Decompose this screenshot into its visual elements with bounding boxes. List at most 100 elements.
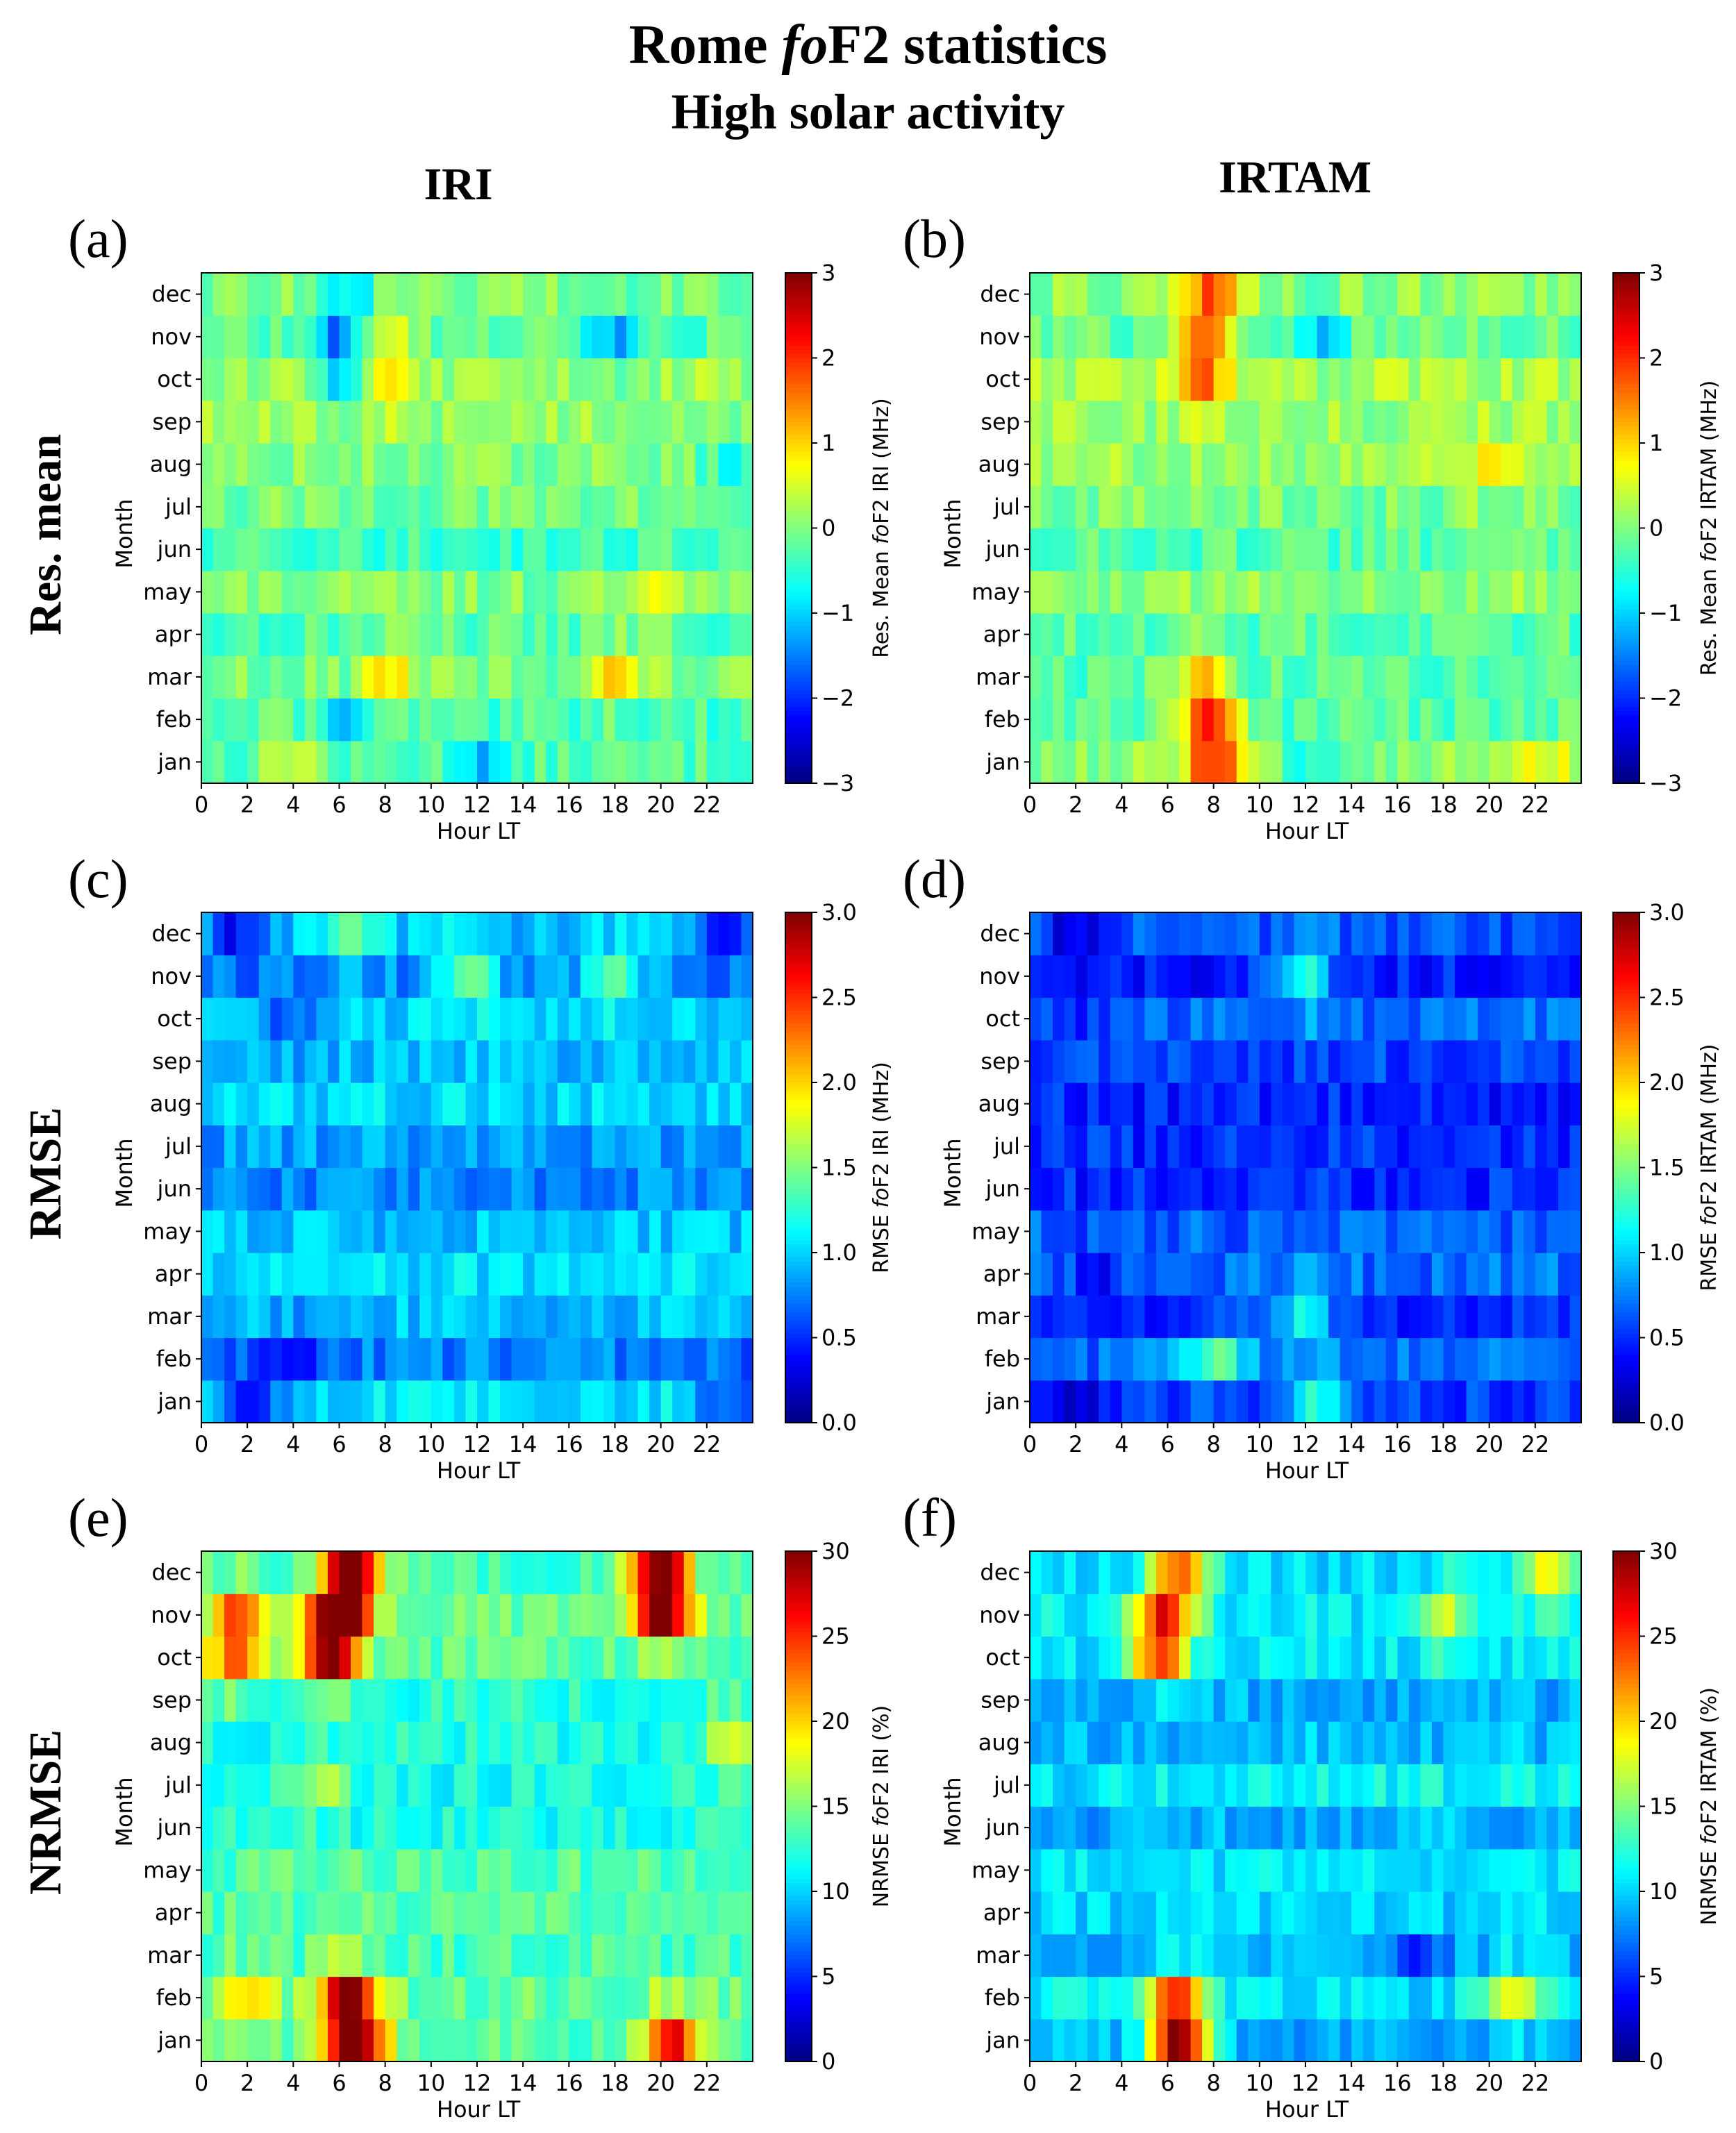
heatmap-cell bbox=[1167, 1380, 1180, 1423]
heatmap-cell bbox=[293, 912, 306, 955]
heatmap-cell bbox=[1489, 1764, 1501, 1807]
heatmap-cell bbox=[1524, 1678, 1536, 1722]
heatmap-cell bbox=[258, 1721, 271, 1764]
heatmap-cell bbox=[603, 1976, 616, 2020]
heatmap-cell bbox=[500, 1806, 512, 1850]
heatmap-cell bbox=[1121, 315, 1134, 359]
heatmap-cell bbox=[385, 1125, 397, 1169]
heatmap-cell bbox=[339, 1039, 351, 1083]
heatmap-cell bbox=[374, 1678, 386, 1722]
colorbar-step bbox=[785, 553, 812, 558]
heatmap-cell bbox=[1271, 1806, 1283, 1850]
heatmap-cell bbox=[1190, 997, 1203, 1041]
heatmap-cell bbox=[534, 1806, 546, 1850]
heatmap-cell bbox=[397, 315, 409, 359]
heatmap-cell bbox=[626, 1039, 639, 1083]
heatmap-cell bbox=[1524, 1806, 1536, 1850]
heatmap-cell bbox=[1431, 1848, 1444, 1892]
heatmap-cell bbox=[1259, 1210, 1271, 1253]
colorbar-step bbox=[785, 566, 812, 571]
heatmap-cell bbox=[580, 1934, 593, 1977]
heatmap-cell bbox=[660, 315, 673, 359]
colorbar-step bbox=[785, 604, 812, 610]
heatmap-cell bbox=[385, 613, 397, 656]
heatmap-cell bbox=[1155, 1934, 1169, 1977]
colorbar-step bbox=[1613, 1628, 1639, 1632]
heatmap-cell bbox=[626, 1551, 639, 1594]
heatmap-cell bbox=[580, 1295, 593, 1339]
heatmap-cell bbox=[1524, 1934, 1536, 1977]
heatmap-cell bbox=[1259, 1125, 1271, 1169]
heatmap-cell bbox=[637, 1167, 650, 1211]
heatmap-cell bbox=[672, 570, 685, 614]
heatmap-cell bbox=[1099, 613, 1111, 656]
heatmap-cell bbox=[626, 613, 639, 656]
colorbar-tick-label: 0 bbox=[1649, 515, 1663, 542]
heatmap-cell bbox=[431, 485, 443, 529]
colorbar-step bbox=[785, 1261, 812, 1266]
heatmap-cell bbox=[1443, 2018, 1455, 2062]
heatmap-cell bbox=[1374, 315, 1387, 359]
heatmap-cell bbox=[729, 655, 742, 699]
heatmap-cell bbox=[397, 1721, 409, 1764]
heatmap-cell bbox=[1546, 273, 1559, 316]
colorbar-step bbox=[785, 1891, 812, 1896]
heatmap-cell bbox=[1282, 1210, 1295, 1253]
heatmap-cell bbox=[442, 1039, 455, 1083]
heatmap-cell bbox=[431, 1337, 443, 1381]
heatmap-cell bbox=[1087, 485, 1099, 529]
colorbar-step bbox=[1613, 2002, 1639, 2007]
heatmap-cell bbox=[1099, 997, 1111, 1041]
colorbar-step bbox=[785, 2002, 812, 2007]
x-tick-label: 6 bbox=[1160, 2070, 1174, 2096]
x-tick-label: 16 bbox=[555, 1431, 583, 1457]
heatmap-cell bbox=[1351, 443, 1364, 486]
heatmap-cell bbox=[1408, 528, 1421, 571]
heatmap-cell bbox=[477, 1551, 490, 1594]
heatmap-cell bbox=[523, 1167, 535, 1211]
heatmap-cell bbox=[683, 2018, 696, 2062]
heatmap-cell bbox=[477, 1082, 490, 1126]
heatmap-cell bbox=[270, 613, 283, 656]
heatmap-cell bbox=[1569, 358, 1582, 401]
heatmap-cell bbox=[201, 740, 214, 784]
colorbar-step bbox=[1613, 985, 1639, 989]
heatmap-cell bbox=[385, 315, 397, 359]
heatmap-cell bbox=[1501, 1848, 1513, 1892]
heatmap-cell bbox=[1478, 443, 1490, 486]
colorbar-step bbox=[1613, 375, 1639, 380]
colorbar-step bbox=[785, 1287, 812, 1291]
heatmap-cell bbox=[1030, 1976, 1042, 2020]
heatmap-cell bbox=[442, 1125, 455, 1169]
heatmap-cell bbox=[1501, 570, 1513, 614]
heatmap-cell bbox=[511, 1678, 524, 1722]
heatmap-cell bbox=[327, 1891, 340, 1934]
heatmap-cell bbox=[1133, 1721, 1146, 1764]
heatmap-cell bbox=[1362, 358, 1375, 401]
heatmap-cell bbox=[453, 997, 467, 1041]
heatmap-cell bbox=[235, 740, 248, 784]
heatmap-cell bbox=[1443, 655, 1455, 699]
heatmap-cell bbox=[1362, 528, 1375, 571]
heatmap-cell bbox=[1385, 273, 1398, 316]
colorbar-step bbox=[785, 1644, 812, 1650]
x-tick-label: 10 bbox=[417, 2070, 445, 2096]
heatmap-cell bbox=[293, 955, 306, 998]
heatmap-cell bbox=[408, 528, 420, 571]
heatmap-cell bbox=[511, 740, 524, 784]
heatmap-cell bbox=[293, 1210, 306, 1253]
heatmap-cell bbox=[1408, 1806, 1421, 1850]
heatmap-cell bbox=[1489, 1806, 1501, 1850]
heatmap-cell bbox=[706, 1337, 719, 1381]
x-tick-label: 16 bbox=[1383, 1431, 1412, 1457]
heatmap-cell bbox=[1282, 273, 1295, 316]
heatmap-cell bbox=[1455, 570, 1467, 614]
heatmap-cell bbox=[374, 955, 386, 998]
heatmap-cell bbox=[1569, 570, 1582, 614]
heatmap-cell bbox=[374, 1125, 386, 1169]
heatmap-cell bbox=[603, 1891, 616, 1934]
colorbar-tick-label: 3 bbox=[821, 260, 835, 286]
heatmap-cell bbox=[1248, 528, 1260, 571]
heatmap-cell bbox=[351, 273, 363, 316]
heatmap-cell bbox=[1546, 1380, 1559, 1423]
